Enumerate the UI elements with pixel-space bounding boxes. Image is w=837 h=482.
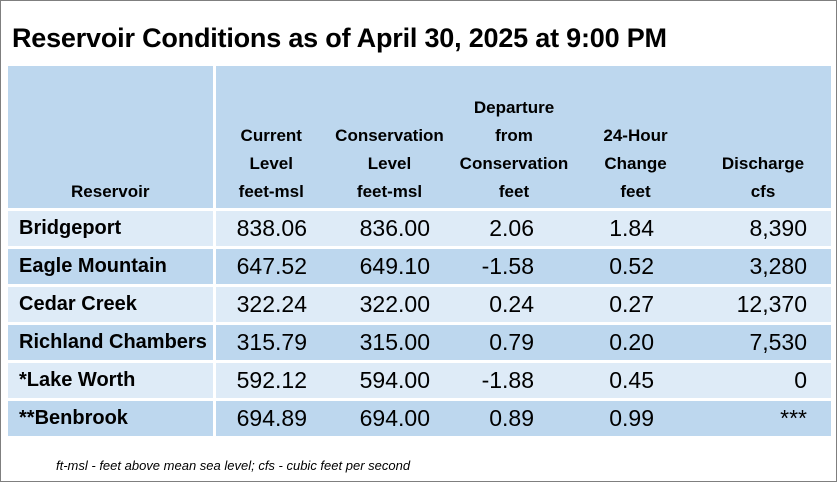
current-level-cell: 592.12 — [214, 360, 327, 400]
header-line: feet — [620, 182, 651, 201]
header-conservation-level: Conservation Level feet-msl — [327, 66, 452, 210]
discharge-cell: 8,390 — [695, 208, 831, 248]
reservoir-name: *Lake Worth — [8, 360, 216, 400]
reservoir-table-container: Reservoir Current Level feet-msl Conserv… — [8, 66, 831, 436]
reservoir-name: Cedar Creek — [8, 284, 216, 324]
reservoir-name: Bridgeport — [8, 208, 216, 248]
page-title: Reservoir Conditions as of April 30, 202… — [12, 23, 667, 53]
discharge-cell: 0 — [695, 360, 831, 400]
current-level-cell: 647.52 — [214, 246, 327, 286]
header-line: Current — [240, 126, 302, 145]
departure-cell: 0.89 — [452, 398, 576, 436]
conservation-level-cell: 836.00 — [327, 208, 452, 248]
conservation-level-cell: 594.00 — [327, 360, 452, 400]
table-row: Cedar Creek 322.24 322.00 0.24 0.27 12,3… — [8, 284, 831, 324]
conservation-level-cell: 694.00 — [327, 398, 452, 436]
header-row: Reservoir Current Level feet-msl Conserv… — [8, 66, 831, 210]
current-level-cell: 315.79 — [214, 322, 327, 362]
discharge-cell: 12,370 — [695, 284, 831, 324]
header-line: Reservoir — [71, 182, 150, 201]
change-cell: 0.45 — [576, 360, 695, 400]
footnote: ft-msl - feet above mean sea level; cfs … — [56, 458, 411, 473]
header-line: cfs — [750, 182, 776, 201]
discharge-cell: 3,280 — [695, 246, 831, 286]
table-row: Bridgeport 838.06 836.00 2.06 1.84 8,390 — [8, 208, 831, 248]
current-level-cell: 322.24 — [214, 284, 327, 324]
table-row: **Benbrook 694.89 694.00 0.89 0.99 *** — [8, 398, 831, 436]
table-row: Eagle Mountain 647.52 649.10 -1.58 0.52 … — [8, 246, 831, 286]
change-cell: 0.52 — [576, 246, 695, 286]
departure-cell: 0.24 — [452, 284, 576, 324]
change-cell: 0.27 — [576, 284, 695, 324]
current-level-cell: 838.06 — [214, 208, 327, 248]
header-line: Departure — [473, 98, 555, 117]
reservoir-name: Eagle Mountain — [8, 246, 216, 286]
header-line: 24-Hour — [603, 126, 668, 145]
header-line: Change — [604, 154, 667, 173]
discharge-cell: 7,530 — [695, 322, 831, 362]
current-level-cell: 694.89 — [214, 398, 327, 436]
conservation-level-cell: 649.10 — [327, 246, 452, 286]
table-row: *Lake Worth 592.12 594.00 -1.88 0.45 0 — [8, 360, 831, 400]
change-cell: 0.99 — [576, 398, 695, 436]
change-cell: 1.84 — [576, 208, 695, 248]
departure-cell: 2.06 — [452, 208, 576, 248]
departure-cell: 0.79 — [452, 322, 576, 362]
header-discharge: Discharge cfs — [695, 66, 831, 210]
conservation-level-cell: 322.00 — [327, 284, 452, 324]
table-row: Richland Chambers 315.79 315.00 0.79 0.2… — [8, 322, 831, 362]
header-line: Level — [249, 154, 293, 173]
header-line: Discharge — [721, 154, 805, 173]
header-line: Conservation — [459, 154, 569, 173]
reservoir-name: **Benbrook — [8, 398, 216, 436]
header-line: from — [495, 126, 533, 145]
header-current-level: Current Level feet-msl — [214, 66, 327, 210]
departure-cell: -1.58 — [452, 246, 576, 286]
header-line: feet-msl — [238, 182, 304, 201]
header-line: feet-msl — [356, 182, 423, 201]
header-reservoir: Reservoir — [8, 66, 216, 210]
header-line: Level — [367, 154, 412, 173]
header-departure: Departure from Conservation feet — [452, 66, 576, 210]
conservation-level-cell: 315.00 — [327, 322, 452, 362]
departure-cell: -1.88 — [452, 360, 576, 400]
discharge-cell: *** — [695, 398, 831, 436]
change-cell: 0.20 — [576, 322, 695, 362]
header-24-hour-change: 24-Hour Change feet — [576, 66, 695, 210]
reservoir-table: Reservoir Current Level feet-msl Conserv… — [8, 66, 831, 436]
header-line: Conservation — [335, 126, 444, 145]
reservoir-name: Richland Chambers — [8, 322, 216, 362]
header-line: feet — [498, 182, 530, 201]
